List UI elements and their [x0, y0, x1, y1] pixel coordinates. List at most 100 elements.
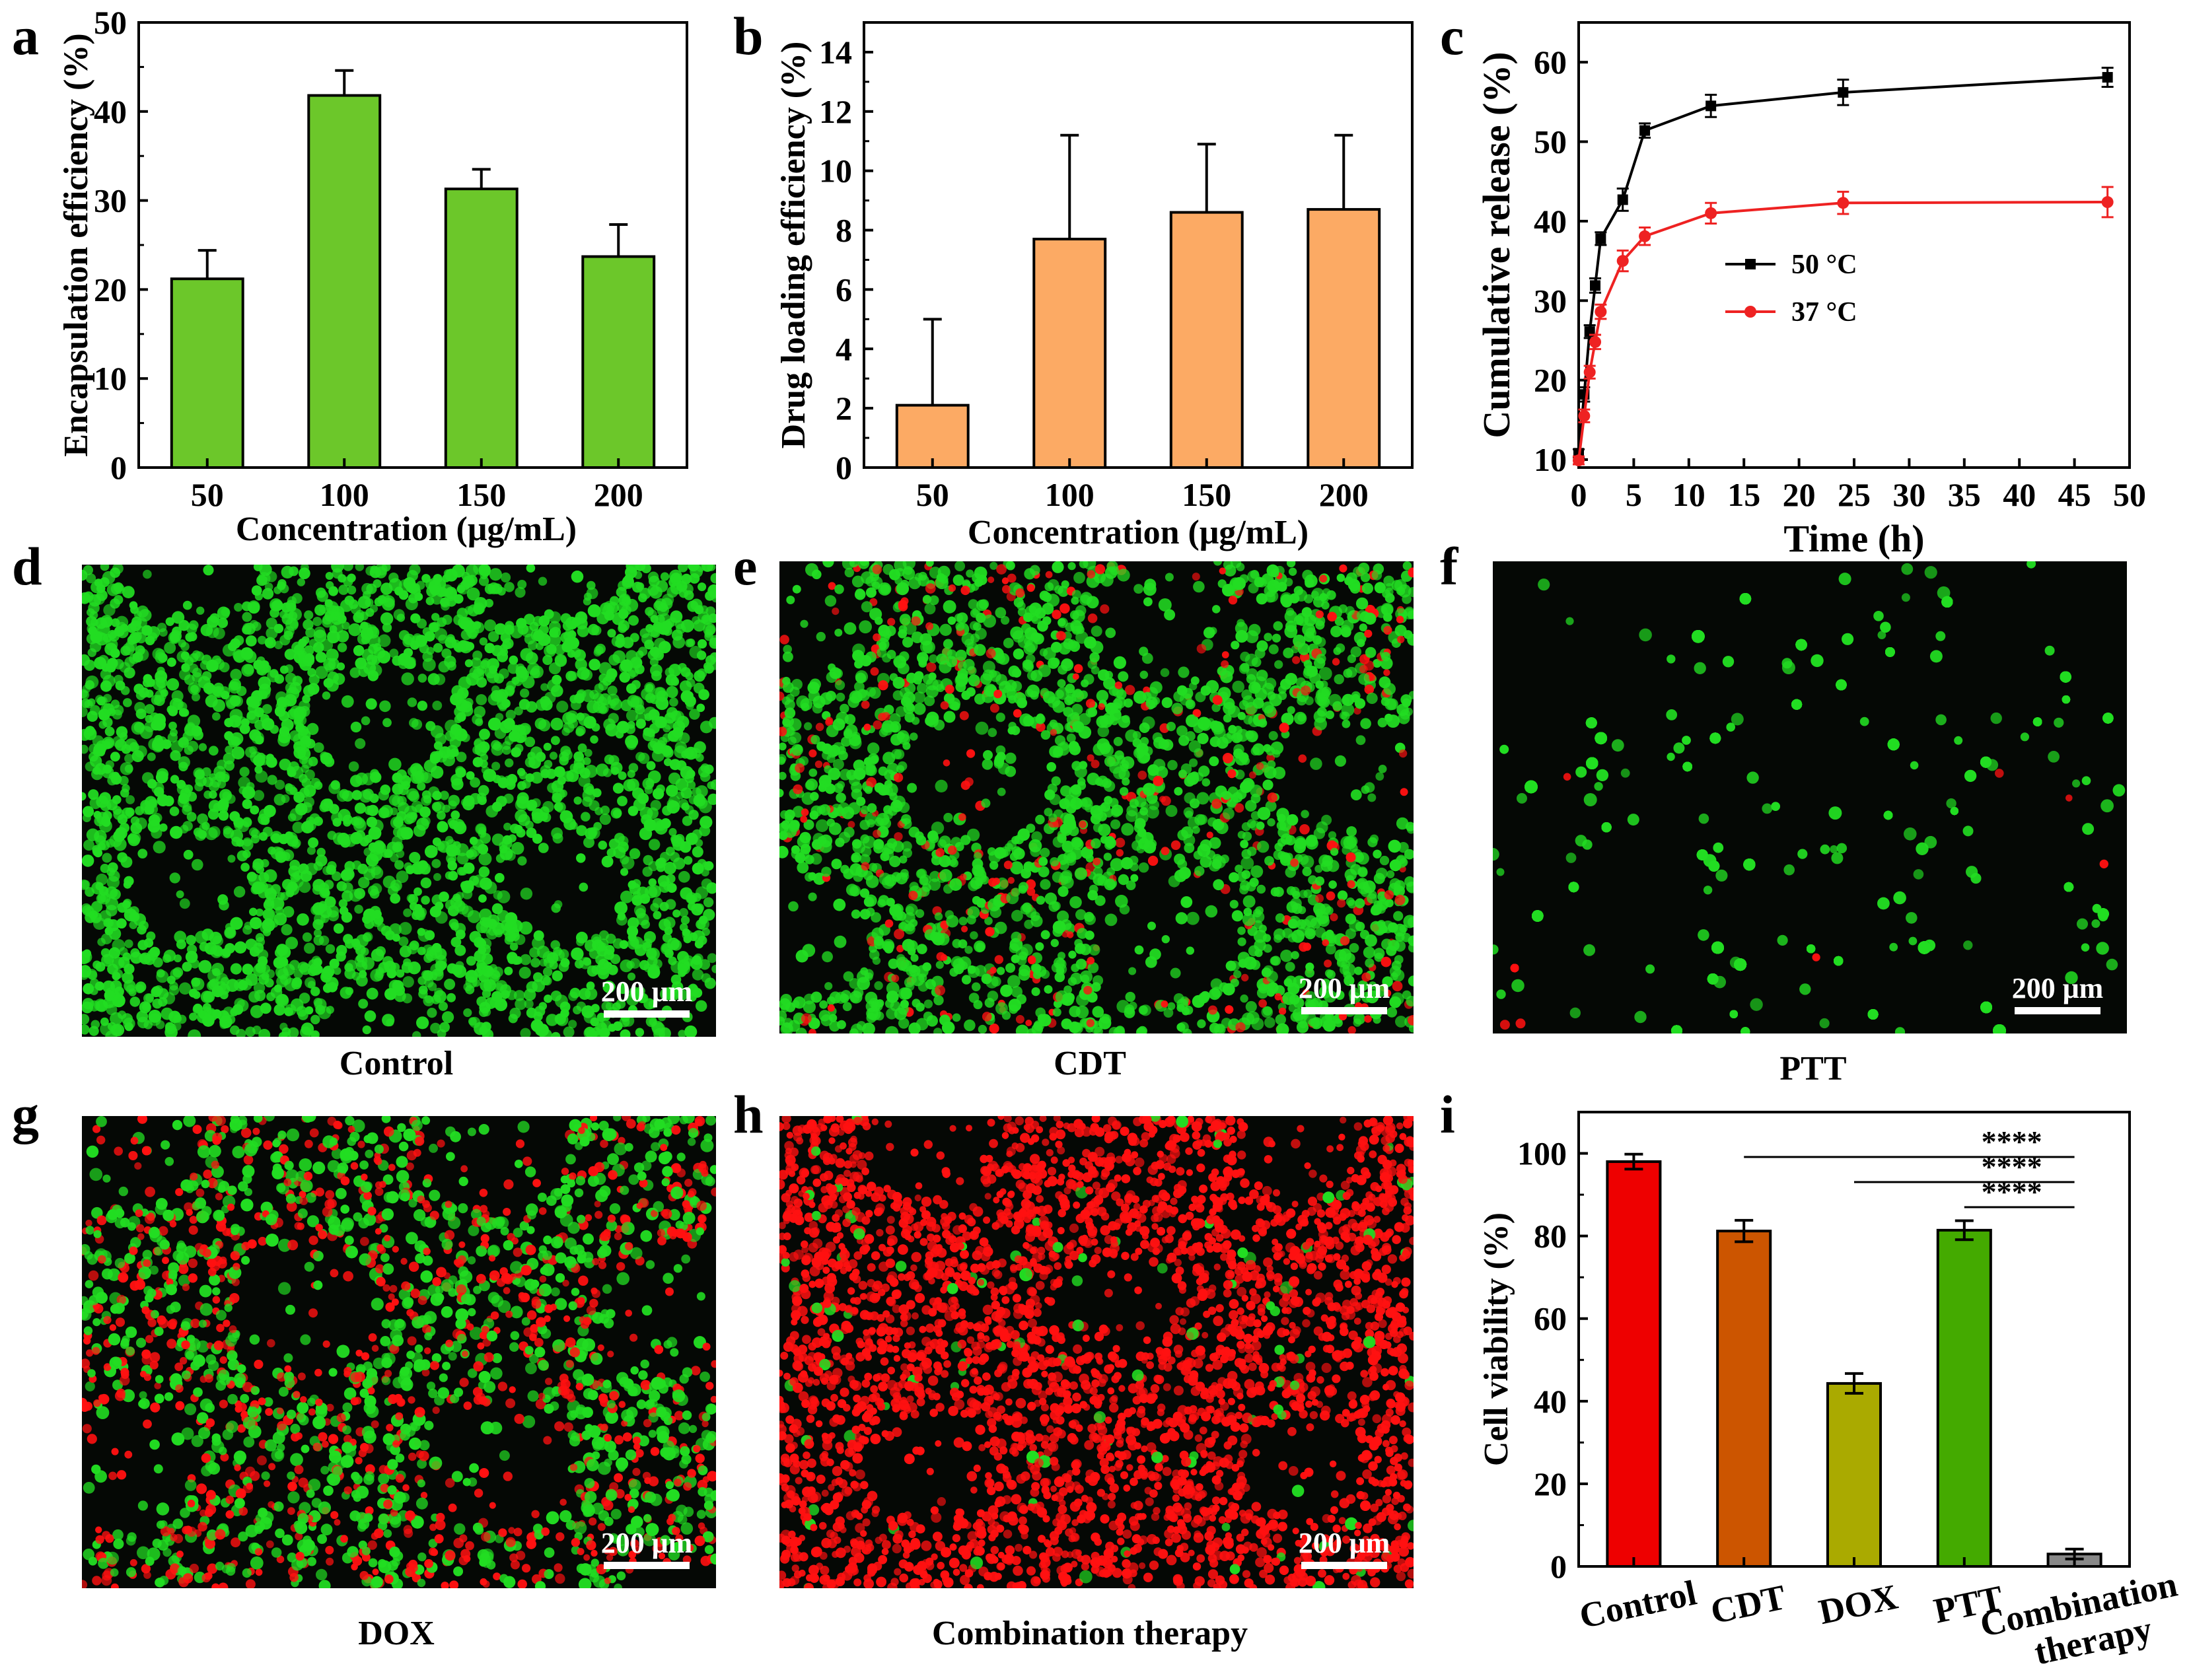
- live-cell: [276, 944, 289, 956]
- panel-letter-c: c: [1440, 6, 1464, 66]
- live-cell: [251, 731, 264, 745]
- live-cell: [158, 997, 168, 1007]
- live-cell: [421, 816, 431, 826]
- live-cell: [137, 849, 148, 858]
- live-cell: [253, 660, 264, 670]
- live-cell: [933, 995, 944, 1006]
- live-cell: [437, 810, 446, 820]
- dead-cell: [1235, 1022, 1246, 1033]
- live-cell: [1202, 778, 1211, 787]
- dead-cell: [1091, 759, 1100, 769]
- live-cell: [355, 945, 366, 956]
- live-cell: [576, 931, 588, 944]
- live-cell: [291, 979, 302, 990]
- live-cell: [1264, 678, 1277, 689]
- live-cell: [305, 627, 316, 638]
- live-cell: [530, 668, 540, 679]
- live-cell: [504, 966, 513, 975]
- live-cell: [281, 1027, 291, 1037]
- live-cell: [661, 745, 672, 756]
- live-cell: [800, 619, 808, 628]
- live-cell: [433, 741, 443, 750]
- live-cell: [1180, 896, 1193, 908]
- live-cell: [123, 898, 132, 907]
- live-cell: [648, 878, 657, 887]
- dead-cell: [1258, 999, 1267, 1008]
- live-cell: [1262, 1006, 1272, 1016]
- live-cell: [594, 645, 604, 656]
- live-cell: [1353, 1012, 1365, 1025]
- live-cell: [1213, 879, 1225, 891]
- live-cell: [680, 690, 694, 703]
- live-cell: [411, 718, 423, 730]
- live-cell: [487, 631, 499, 643]
- live-cell: [653, 621, 663, 632]
- live-cell: [262, 588, 274, 600]
- live-cell: [829, 991, 842, 1004]
- live-cell: [378, 807, 390, 819]
- live-cell: [412, 861, 426, 875]
- live-cell: [159, 823, 168, 832]
- live-cell: [318, 1006, 332, 1020]
- live-cell: [96, 893, 106, 903]
- live-cell: [661, 598, 673, 610]
- live-cell: [83, 591, 94, 602]
- live-cell: [680, 619, 694, 633]
- live-cell: [497, 890, 511, 903]
- live-cell: [417, 928, 425, 936]
- live-cell: [135, 632, 147, 644]
- live-cell: [274, 674, 285, 684]
- live-cell: [184, 674, 195, 685]
- dead-cell: [1256, 762, 1264, 770]
- legend-label: 37 °C: [1791, 297, 1857, 328]
- live-cell: [1073, 572, 1085, 584]
- dead-cell: [1298, 754, 1307, 763]
- live-cell: [958, 917, 968, 926]
- live-cell: [886, 763, 899, 775]
- live-cell: [1315, 680, 1324, 689]
- live-cell: [164, 1026, 178, 1037]
- live-cell: [598, 942, 608, 952]
- live-cell: [240, 862, 250, 872]
- live-cell: [347, 585, 357, 595]
- live-cell: [534, 1006, 546, 1017]
- live-cell: [1377, 717, 1388, 728]
- live-cell: [551, 736, 560, 746]
- live-cell: [230, 668, 242, 681]
- live-cell: [1351, 691, 1361, 701]
- live-cell: [287, 835, 299, 847]
- live-cell: [581, 1005, 594, 1018]
- legend-label: 50 °C: [1791, 250, 1857, 280]
- live-cell: [1270, 887, 1280, 897]
- y-tick-label: 14: [819, 34, 852, 71]
- live-cell: [285, 617, 299, 631]
- live-cell: [705, 606, 716, 616]
- live-cell: [843, 827, 855, 838]
- live-cell: [333, 923, 344, 934]
- live-cell: [1373, 849, 1382, 859]
- live-cell: [961, 690, 971, 700]
- live-cell: [380, 582, 393, 595]
- live-cell: [703, 897, 714, 908]
- live-cell: [678, 1030, 686, 1037]
- live-cell: [242, 963, 254, 975]
- live-cell: [239, 723, 250, 734]
- live-cell: [85, 680, 94, 690]
- live-cell: [958, 939, 968, 949]
- y-tick-label: 40: [1534, 203, 1567, 240]
- live-cell: [256, 575, 268, 586]
- live-cell: [672, 575, 681, 583]
- live-cell: [421, 790, 431, 800]
- dead-cell: [800, 816, 808, 823]
- live-cell: [230, 917, 243, 930]
- live-cell: [583, 597, 592, 606]
- live-cell: [182, 821, 193, 831]
- y-tick-label: 30: [1534, 282, 1567, 319]
- live-cell: [585, 987, 598, 1000]
- live-cell: [636, 913, 649, 926]
- data-point: [1595, 233, 1606, 244]
- live-cell: [1229, 899, 1238, 909]
- live-cell: [586, 587, 598, 600]
- live-cell: [1093, 822, 1103, 833]
- live-cell: [1388, 839, 1402, 853]
